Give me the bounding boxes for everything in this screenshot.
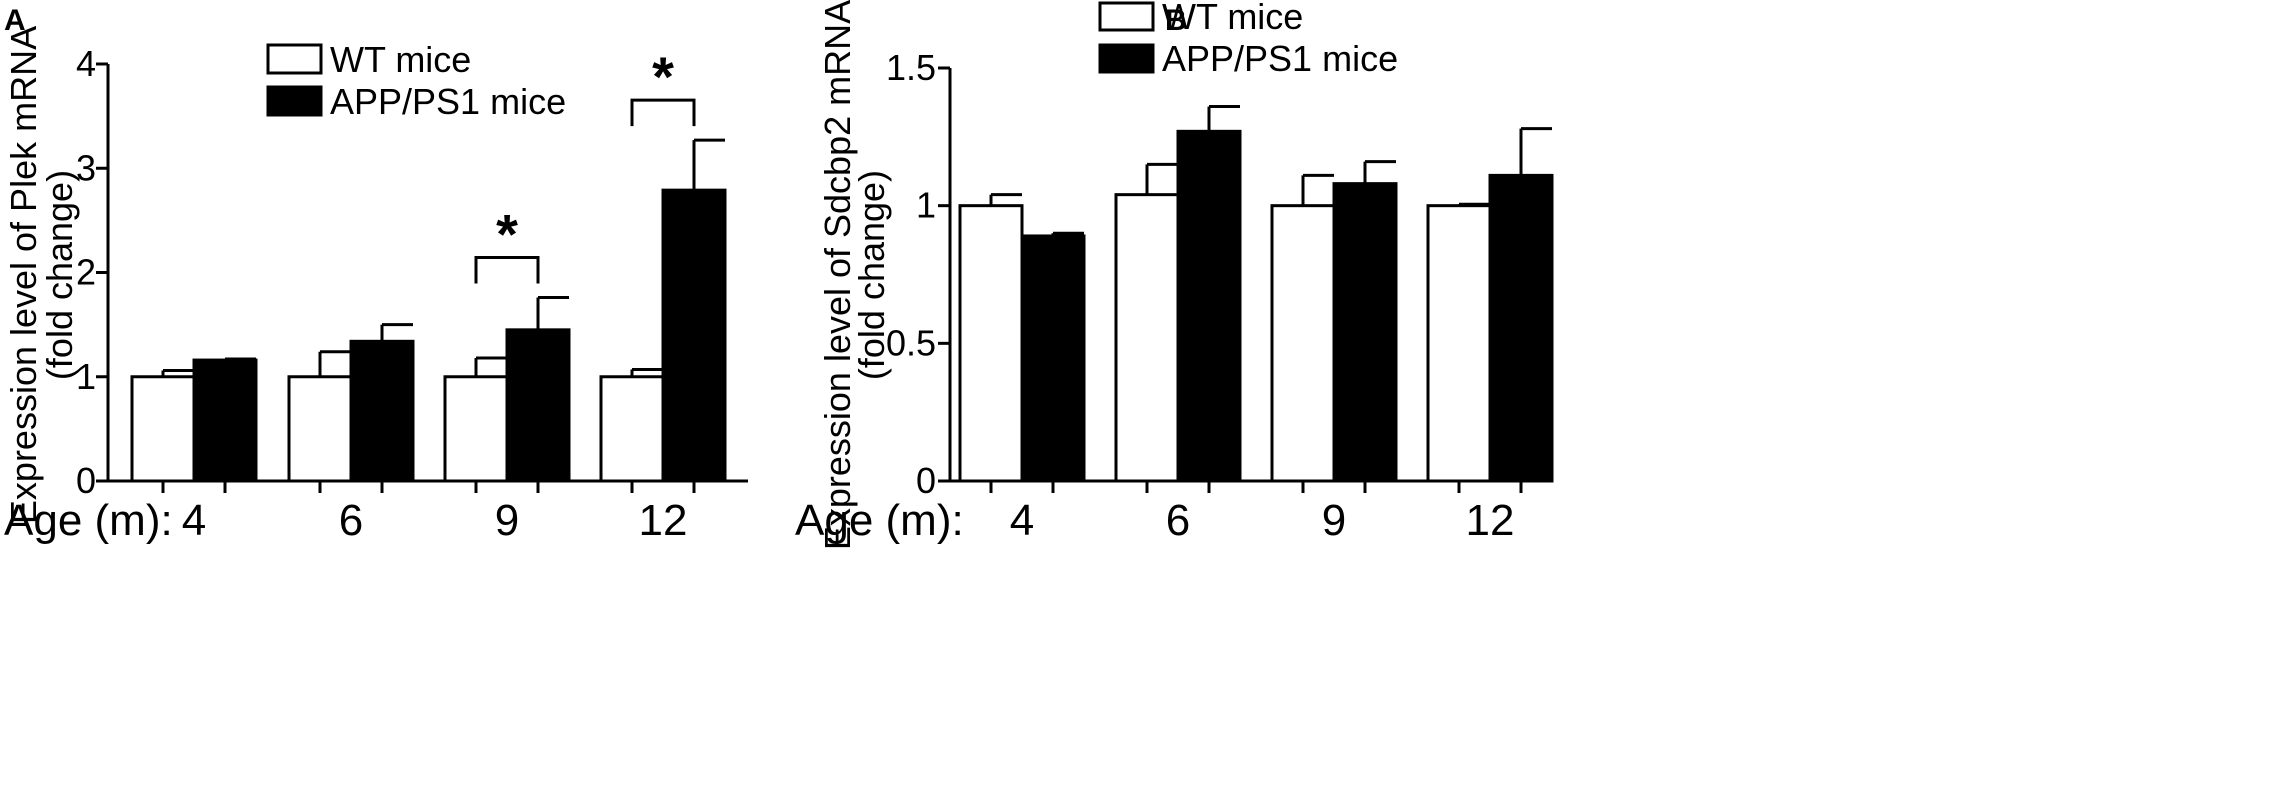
- panel-b-y-tick-label: 0: [916, 460, 936, 501]
- panel-a-y-axis-subtitle: (fold change): [39, 170, 80, 380]
- panel-b-bar-wt-9: [1270, 204, 1336, 483]
- panel-b-x-category-label: 9: [1322, 496, 1346, 545]
- panel-b-bar-app-6: [1176, 129, 1242, 483]
- panel-a-bar-app-6: [349, 339, 415, 483]
- panel-a-y-tick-label: 2: [76, 252, 96, 293]
- panel-b-y-axis-title: Expression level of Sdcbp2 mRNA: [817, 0, 858, 550]
- panel-a-x-category-label: 9: [495, 496, 519, 545]
- panel-a-y-axis-title: Expression level of Plek mRNA: [3, 26, 44, 524]
- panel-a-bar-wt-12: [599, 375, 665, 483]
- panel-a-bar-wt-6: [287, 375, 353, 483]
- panel-b-y-tick-label: 1.5: [886, 47, 936, 88]
- panel-a-legend-swatch-wt: [266, 43, 323, 75]
- panel-a-legend-label-wt: WT mice: [330, 39, 471, 80]
- panel-a-letter: A: [4, 4, 26, 37]
- panel-a-y-tick-label: 0: [76, 460, 96, 501]
- panel-a-y-tick-label: 3: [76, 147, 96, 188]
- panel-a-bar-app-12: [661, 188, 727, 483]
- panel-a-significance-bracket-12: [630, 98, 696, 127]
- panel-a-bar-app-4: [192, 358, 258, 483]
- panel-a-y-tick-label: 4: [76, 43, 96, 84]
- panel-b-legend-label-app: APP/PS1 mice: [1162, 38, 1398, 79]
- panel-a-bar-app-9: [505, 328, 571, 483]
- panel-b-bar-wt-12: [1426, 204, 1492, 483]
- panel-a-x-category-label: 12: [639, 496, 688, 545]
- panel-b-bar-app-4: [1020, 234, 1086, 483]
- panel-a-significance-star-9: *: [496, 203, 518, 266]
- panel-b-legend-swatch-wt: [1098, 1, 1155, 32]
- panel-a-x-category-label: 4: [182, 496, 206, 545]
- panel-a-bar-wt-9: [443, 375, 509, 483]
- panel-a-x-axis-title: Age (m):: [4, 496, 173, 545]
- panel-b-x-category-label: 4: [1010, 496, 1034, 545]
- panel-a-significance-bracket-9: [474, 256, 540, 284]
- panel-b: B 0 0.5 1 1.5 4 6 9 12 Age (m):Expression level …: [795, 0, 1554, 550]
- panel-b-bar-app-12: [1488, 173, 1554, 483]
- panel-b-bar-wt-4: [958, 204, 1024, 483]
- panel-b-bar-app-9: [1332, 182, 1398, 483]
- panel-a-x-category-label: 6: [339, 496, 363, 545]
- panel-b-letter: B: [1165, 4, 1187, 37]
- panel-a-legend-swatch-app: [266, 85, 323, 117]
- panel-a-bar-wt-4: [130, 375, 196, 483]
- panel-b-legend-label-wt: WT mice: [1162, 0, 1303, 37]
- panel-b-bar-wt-6: [1114, 193, 1180, 483]
- panel-b-y-axis-subtitle: (fold change): [851, 170, 892, 380]
- panel-b-y-tick-label: 1: [916, 185, 936, 226]
- panel-a-legend-label-app: APP/PS1 mice: [330, 81, 566, 122]
- panel-b-x-category-label: 12: [1466, 496, 1515, 545]
- panel-b-legend-swatch-app: [1098, 43, 1155, 74]
- panel-b-y-tick-label: 0.5: [886, 322, 936, 363]
- panel-a-y-tick-label: 1: [76, 356, 96, 397]
- panel-b-x-axis-title: Age (m):: [795, 496, 964, 545]
- panel-a-significance-star-12: *: [652, 45, 674, 108]
- panel-b-x-category-label: 6: [1166, 496, 1190, 545]
